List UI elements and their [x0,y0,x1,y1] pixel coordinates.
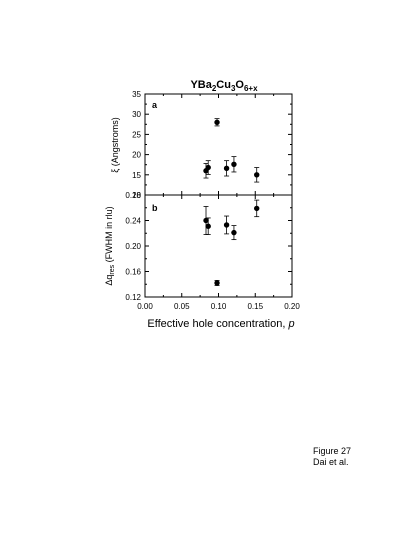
panel-b: b Δqres (FWHM in rlu) 0.120.160.200.240.… [104,191,300,330]
x-tick-label: 0.05 [174,302,190,311]
panel-b-ylabel: Δqres (FWHM in rlu) [104,206,116,285]
panel-b-points [203,199,260,286]
x-tick-label: 0.20 [284,302,300,311]
panel-b-label: b [152,203,158,213]
x-tick-label: 0.10 [211,302,227,311]
data-point-b [203,217,209,224]
y-tick-label-b: 0.24 [125,217,141,226]
y-tick-label-b: 0.16 [125,268,141,277]
x-tick-label: 0.15 [247,302,263,311]
y-tick-label-b: 0.12 [125,293,141,302]
panel-a-points [203,118,260,183]
data-point-a [254,172,260,178]
data-point-a [205,164,211,171]
chart-title: YBa2Cu3O6+x [190,79,258,93]
data-point-b [223,222,230,228]
y-tick-label-a: 30 [132,110,141,119]
caption-figure: Figure 27 [313,446,352,456]
panel-a-frame [144,93,293,196]
panel-b-ticks: 0.12 0.16 0.20 0.24 0.28 0.00 0.05 0.10 0.15 0.20 [125,191,300,311]
data-point-a [231,161,237,167]
data-point-b [254,205,260,212]
caption-authors: Dai et al. [313,457,349,467]
panel-a-ticks: 10 15 20 25 30 35 [132,90,293,200]
data-point-b [214,280,220,286]
y-tick-label-a: 15 [132,171,141,180]
panel-a-ylabel: ξ (Angstroms) [110,117,120,173]
panel-a-label: a [152,100,158,110]
y-tick-label-a: 10 [132,191,141,200]
x-tick-label: 0.00 [137,302,153,311]
panel-a: a ξ (Angstroms) 10 15 20 25 30 35 [110,90,293,200]
x-axis-label: Effective hole concentration, p [147,318,294,330]
y-tick-label-b: 0.28 [125,191,141,200]
data-point-a [214,119,220,125]
data-point-b [231,229,237,236]
data-point-a [223,165,230,172]
data-point-b [205,223,211,229]
y-tick-label-a: 25 [132,130,141,139]
y-tick-label-a: 20 [132,151,141,160]
y-tick-label-a: 35 [132,90,141,99]
y-tick-label-b: 0.20 [125,242,141,251]
